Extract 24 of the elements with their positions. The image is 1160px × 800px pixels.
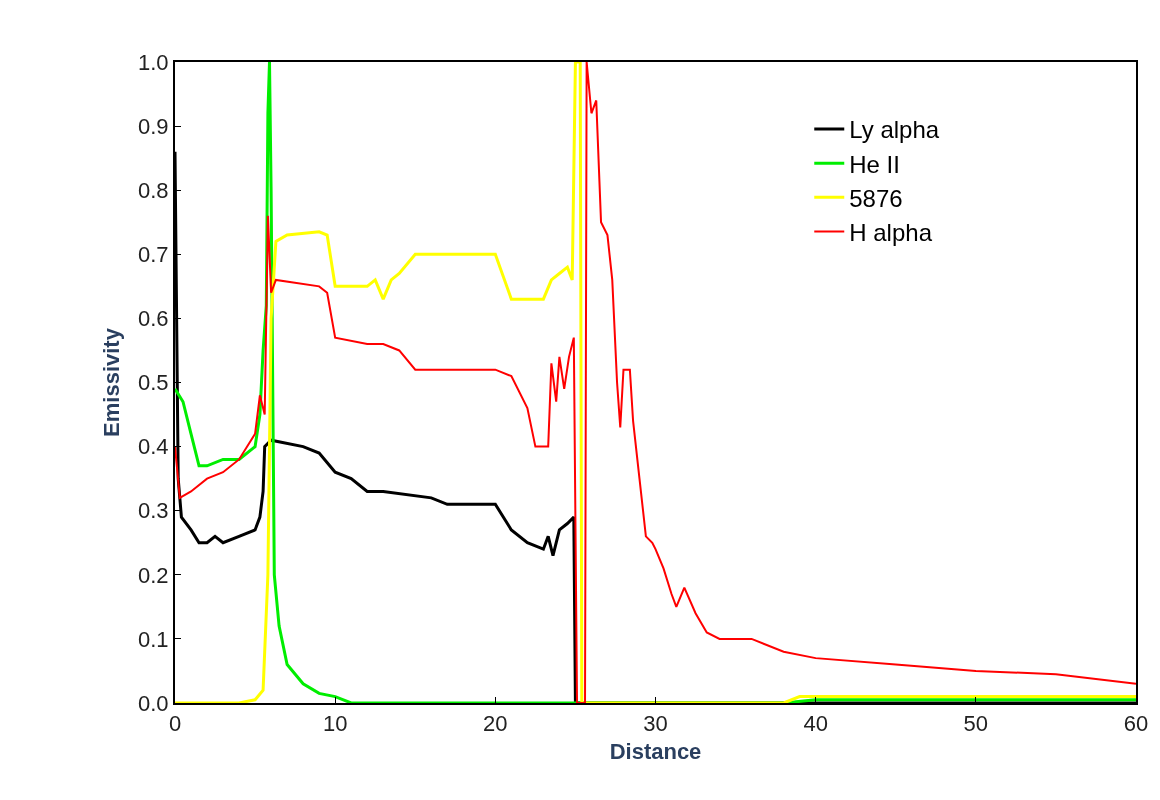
y-tick-label: 0.4: [138, 434, 169, 460]
x-tick-label: 20: [483, 711, 508, 737]
x-tick-label: 10: [322, 711, 348, 737]
x-tick-label: 30: [643, 711, 668, 737]
y-tick-label: 0.0: [138, 690, 169, 716]
y-tick-label: 0.9: [138, 113, 169, 139]
x-axis-title: Distance: [609, 738, 702, 764]
y-tick-label: 0.2: [138, 562, 169, 588]
y-tick-label: 0.5: [138, 370, 169, 396]
y-tick-label: 0.8: [138, 177, 169, 203]
y-tick-label: 0.7: [138, 242, 169, 267]
legend-label: 5876: [849, 184, 903, 212]
x-tick-label: 40: [803, 711, 828, 737]
y-axis-title: Emissivity: [99, 327, 125, 437]
legend-label: Ly alpha: [849, 116, 940, 144]
legend-label: H alpha: [849, 218, 933, 246]
y-tick-label: 0.3: [138, 498, 169, 524]
x-tick-label: 50: [963, 711, 989, 737]
y-tick-label: 0.1: [138, 626, 169, 652]
x-tick-label: 60: [1123, 711, 1149, 737]
x-tick-label: 0: [168, 711, 182, 737]
y-tick-label: 0.6: [138, 306, 169, 332]
legend-label: He II: [849, 150, 900, 178]
y-tick-label: 1.0: [138, 49, 169, 75]
